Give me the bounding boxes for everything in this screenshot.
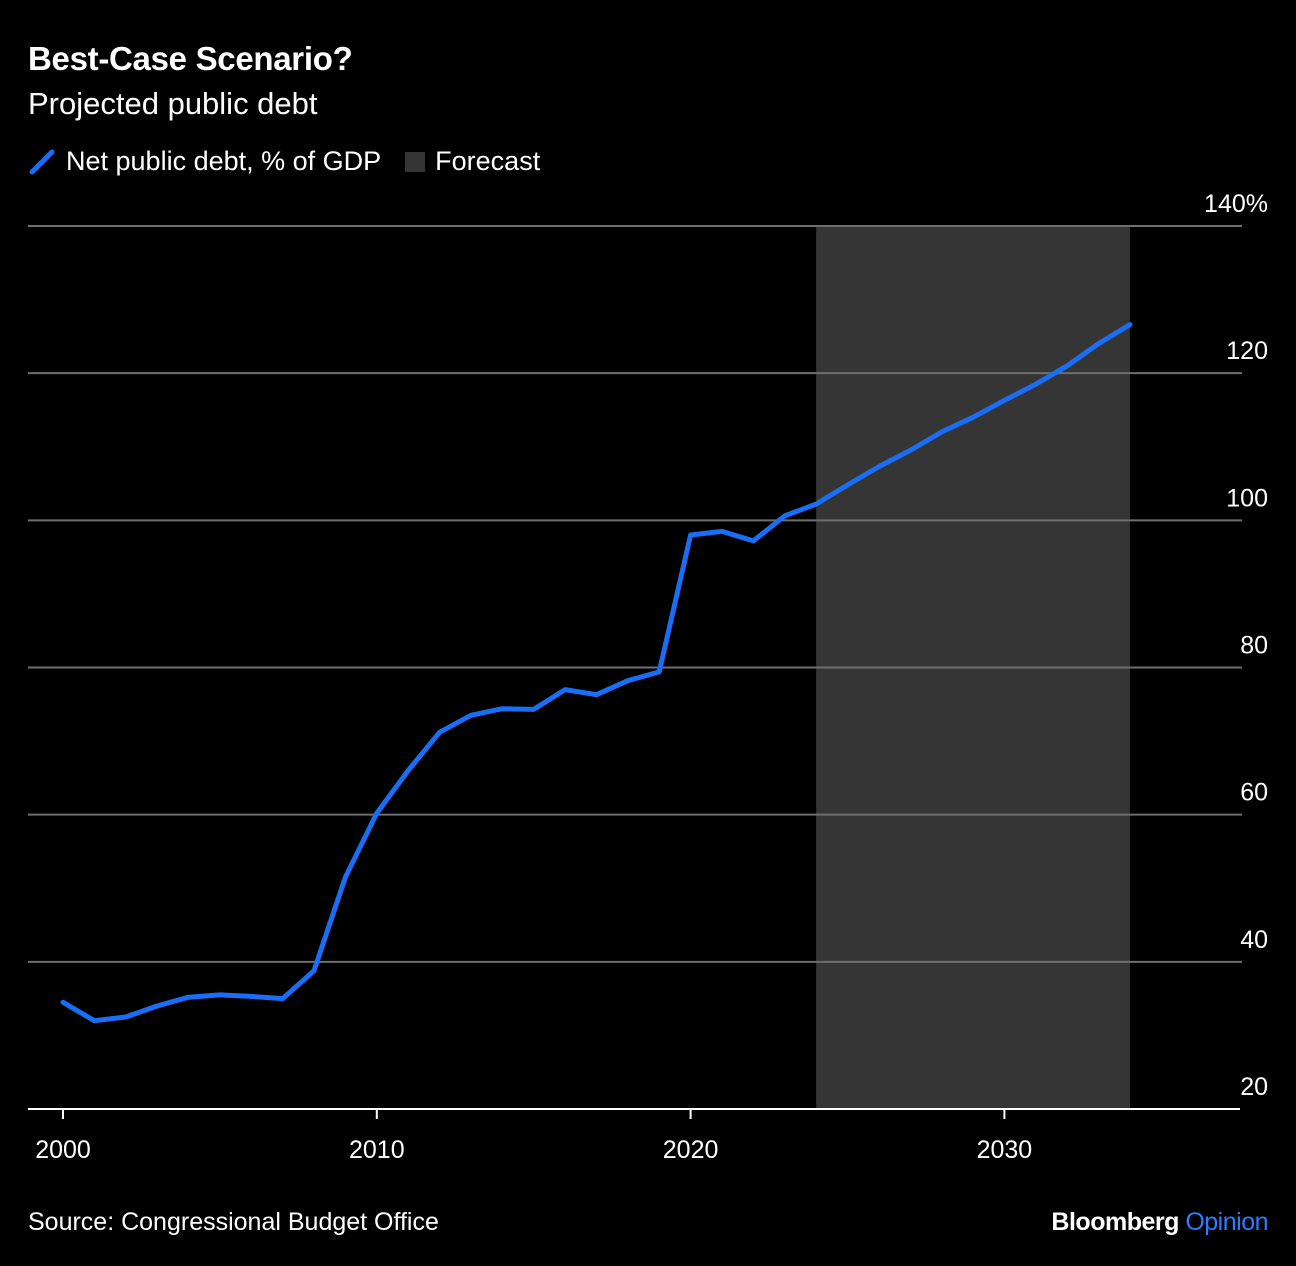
legend-line-icon [29, 149, 55, 174]
source-note: Source: Congressional Budget Office [28, 1208, 439, 1236]
legend-forecast-swatch-icon [405, 151, 426, 172]
series-line-0 [60, 322, 1133, 1024]
legend-forecast-label: Forecast [435, 146, 541, 176]
legend-series-label: Net public debt, % of GDP [66, 146, 382, 176]
y-tick-label-20: 20 [1240, 1073, 1268, 1101]
chart-title: Best-Case Scenario? [28, 40, 353, 77]
brand-logo: Bloomberg Opinion [1051, 1208, 1268, 1237]
brand-sub: Opinion [1185, 1208, 1268, 1236]
y-tick-label-60: 60 [1240, 779, 1268, 807]
y-tick-label-140: 140% [1204, 190, 1268, 218]
legend-item-series: Net public debt, % of GDP [28, 146, 381, 177]
x-tick-label-2030: 2030 [977, 1136, 1033, 1164]
x-tick-label-2020: 2020 [663, 1136, 719, 1164]
brand-main: Bloomberg [1051, 1208, 1179, 1236]
y-tick-label-80: 80 [1240, 632, 1268, 660]
x-tick-label-2000: 2000 [35, 1136, 91, 1164]
x-tick-label-2010: 2010 [349, 1136, 405, 1164]
y-tick-label-100: 100 [1226, 484, 1268, 512]
chart-subtitle: Projected public debt [28, 86, 318, 121]
legend-item-forecast: Forecast [405, 146, 540, 177]
legend: Net public debt, % of GDP Forecast [28, 146, 564, 177]
y-tick-label-120: 120 [1226, 337, 1268, 365]
y-tick-label-40: 40 [1240, 926, 1268, 954]
